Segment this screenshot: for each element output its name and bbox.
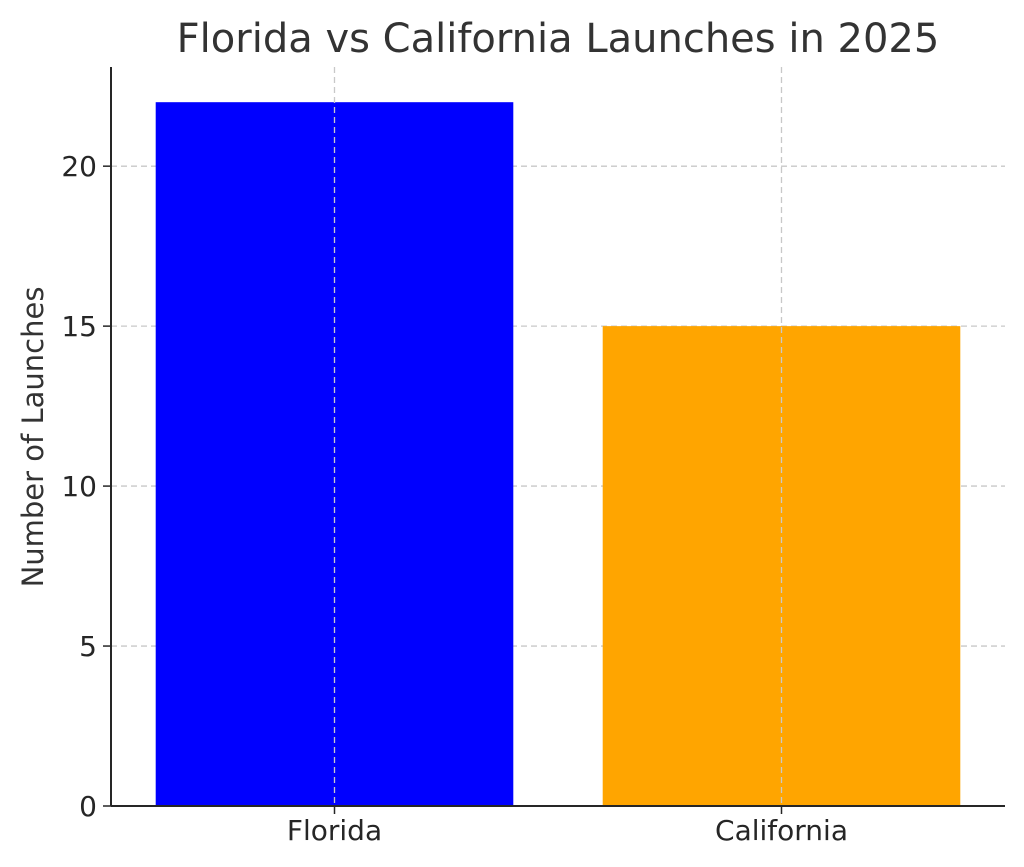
y-axis-label: Number of Launches [16,287,50,588]
y-tick-label: 20 [61,150,97,183]
axes [103,67,1005,814]
x-tick-label: California [715,814,848,847]
y-tick-label: 10 [61,470,97,503]
x-tick-label: Florida [287,814,382,847]
tick-labels: 0 5 10 15 20 Florida California [61,150,848,847]
y-tick-label: 15 [61,310,97,343]
y-tick-label: 0 [79,790,97,823]
chart-title: Florida vs California Launches in 2025 [177,16,940,62]
bars [155,67,961,806]
bar-california [602,326,961,806]
y-tick-label: 5 [79,630,97,663]
